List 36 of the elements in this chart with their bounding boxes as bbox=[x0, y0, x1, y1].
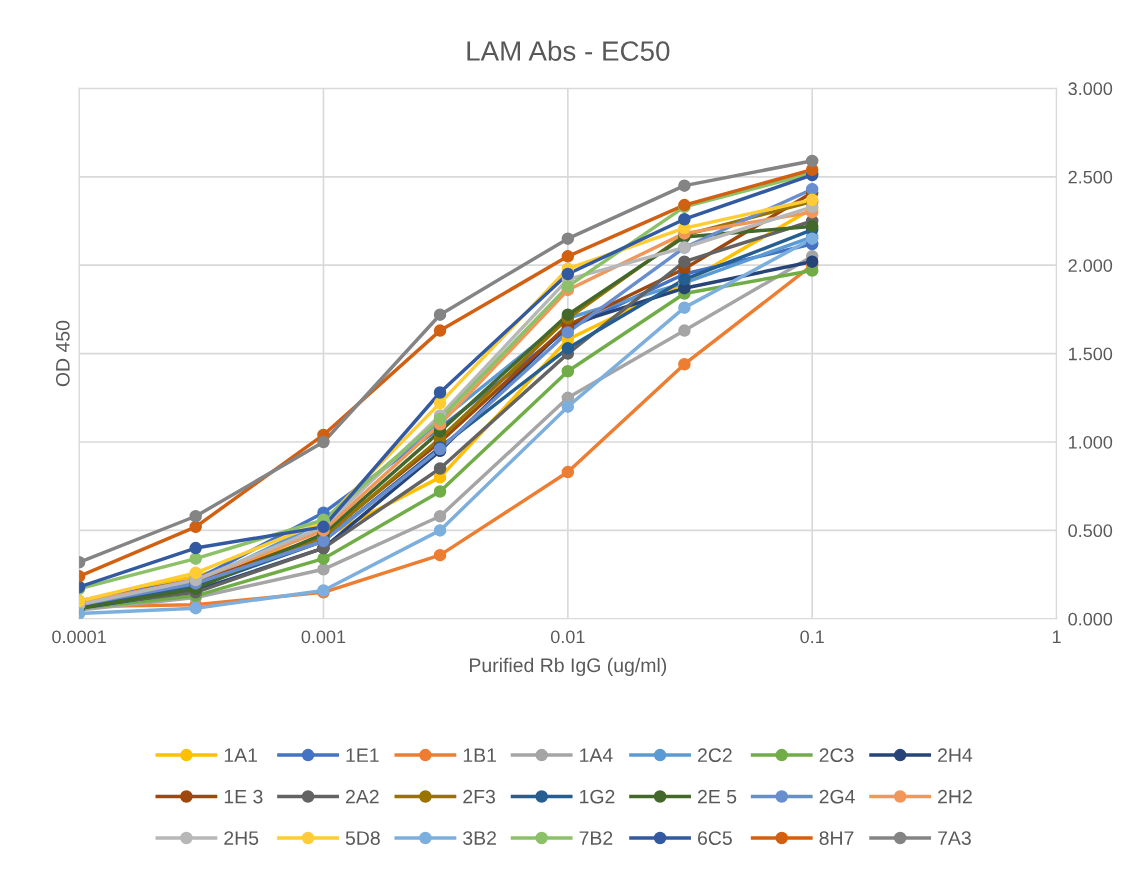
legend-label: 8H7 bbox=[819, 831, 854, 845]
y-tick-label: 1.500 bbox=[1069, 347, 1113, 361]
legend-label: 7A3 bbox=[938, 831, 971, 845]
legend-label: 2A2 bbox=[345, 789, 379, 804]
x-tick-label: 0.1 bbox=[800, 630, 824, 644]
y-tick-label: 2.000 bbox=[1068, 259, 1113, 272]
legend-label: 1B1 bbox=[463, 748, 496, 762]
y-axis-title: OD 450 bbox=[55, 320, 70, 387]
legend-label: 1A1 bbox=[224, 748, 257, 762]
x-axis-title: Purified Rb IgG (ug/ml) bbox=[470, 657, 667, 676]
legend-label: 2H4 bbox=[938, 748, 973, 762]
y-tick-label: 2.500 bbox=[1068, 170, 1113, 184]
legend-label: 3B2 bbox=[463, 831, 496, 845]
y-tick-label: 3.000 bbox=[1068, 82, 1113, 96]
legend-label: 1E1 bbox=[346, 748, 379, 762]
legend-label: 1A4 bbox=[580, 748, 613, 762]
legend-label: 2E 5 bbox=[698, 789, 737, 804]
legend-label: 6C5 bbox=[698, 831, 732, 845]
x-tick-label: 0.01 bbox=[550, 630, 585, 644]
x-tick-label: 0.0001 bbox=[52, 630, 106, 644]
legend-label: 5D8 bbox=[345, 831, 380, 845]
legend-label: 2F3 bbox=[463, 789, 495, 804]
legend-label: 2H2 bbox=[938, 789, 972, 804]
legend-label: 1E 3 bbox=[224, 789, 263, 804]
legend-label: 2C2 bbox=[698, 748, 732, 763]
legend-label: 1G2 bbox=[580, 789, 615, 804]
y-tick-label: 0.000 bbox=[1068, 612, 1113, 626]
x-tick-label: 1 bbox=[1052, 630, 1061, 643]
legend-label: 2H5 bbox=[224, 831, 259, 845]
legend-label: 7B2 bbox=[579, 831, 613, 845]
x-tick-label: 0.001 bbox=[301, 630, 346, 644]
chart-title: LAM Abs - EC50 bbox=[467, 40, 670, 61]
legend-label: 2C3 bbox=[819, 748, 854, 763]
y-tick-label: 1.000 bbox=[1069, 435, 1113, 449]
y-tick-label: 0.500 bbox=[1068, 524, 1113, 538]
legend-label: 2G4 bbox=[819, 789, 855, 804]
